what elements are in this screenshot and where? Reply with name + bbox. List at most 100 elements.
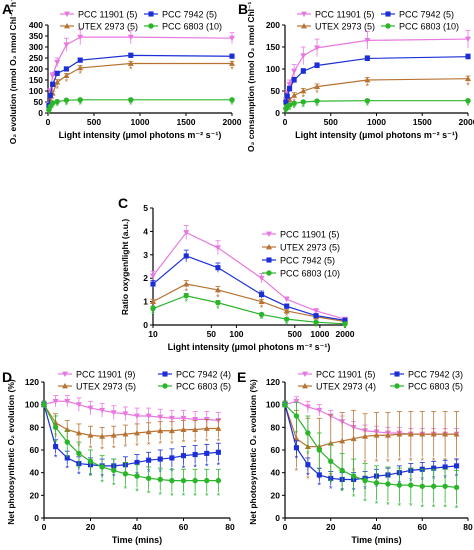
x-tick-label: 2000 (459, 117, 474, 127)
y-tick-label: 4 (143, 226, 148, 236)
data-point (342, 321, 348, 327)
y-axis-label: Ratio oxygen/light (a.u.) (120, 219, 130, 316)
data-point (50, 81, 56, 87)
legend-label: PCC 6803 (10) (280, 269, 340, 279)
data-point (145, 475, 152, 482)
data-point (442, 431, 449, 437)
data-point (99, 464, 105, 470)
y-tick-label: 100 (266, 64, 280, 74)
legend: PCC 11901 (5) UTEX 2973 (5) PCC 7942 (5) PC… (262, 230, 340, 279)
significance-asterisk: * (170, 491, 174, 501)
significance-asterisk: * (315, 88, 319, 98)
data-point (87, 432, 94, 438)
x-tick-label: 40 (132, 522, 142, 532)
data-point (293, 413, 300, 419)
data-point (183, 253, 189, 259)
data-point (385, 481, 391, 487)
data-point (204, 477, 210, 484)
significance-asterisk: * (55, 84, 59, 94)
series-line (284, 404, 457, 488)
series-pcc-7942-5 (283, 53, 471, 105)
series-pcc-11901-5 (282, 29, 471, 103)
significance-asterisk: * (366, 101, 370, 111)
data-point (54, 60, 61, 66)
legend-label: UTEX 2973 (5) (76, 382, 136, 392)
significance-asterisk: * (112, 443, 116, 453)
x-tick-label: 80 (225, 522, 235, 532)
data-point (41, 401, 47, 408)
data-point (134, 473, 140, 479)
data-point (266, 257, 272, 263)
x-tick-label: 500 (87, 117, 101, 127)
y-tick-label: 120 (25, 377, 39, 387)
y-axis-label: O₂ consumption (nmol O₂ nmol Chl⁻¹ h⁻¹) (246, 0, 256, 152)
significance-asterisk: * (124, 442, 128, 452)
data-point (283, 296, 290, 303)
series-line (285, 38, 469, 100)
significance-asterisk: * (352, 492, 356, 502)
data-point (215, 425, 222, 431)
data-point (180, 477, 187, 484)
legend-item: PCC 6803 (10) (262, 269, 340, 279)
data-point (192, 451, 198, 458)
data-point (64, 23, 70, 29)
significance-asterisk: * (47, 109, 51, 119)
y-tick-label: 20 (30, 490, 40, 500)
significance-asterisk: * (78, 69, 82, 79)
legend-item: PCC 7942 (4) (158, 370, 231, 380)
significance-asterisk: * (216, 292, 220, 302)
chart-panel-a: A 0 500 1000 1500 2000 05010015020025030035040… (2, 0, 242, 144)
significance-asterisk: * (306, 474, 310, 484)
significance-asterisk: * (182, 464, 186, 474)
data-point (87, 458, 94, 465)
x-tick-label: 0 (46, 117, 51, 127)
data-point (168, 415, 175, 422)
data-point (396, 482, 403, 488)
significance-asterisk: * (315, 101, 319, 111)
significance-asterisk: * (375, 499, 379, 509)
significance-asterisk: * (170, 439, 174, 449)
x-axis-label: Time (mins) (112, 535, 162, 545)
significance-asterisk: * (295, 466, 299, 476)
data-point (63, 66, 69, 72)
legend-label: PCC 11901 (5) (78, 10, 137, 20)
data-point (150, 273, 156, 279)
x-tick-label: 2000 (336, 329, 355, 339)
significance-asterisk: * (409, 501, 413, 511)
data-point (162, 371, 168, 377)
data-point (283, 316, 290, 322)
series-pcc-6803-10: **** * * * (150, 293, 348, 333)
data-point (362, 477, 368, 484)
significance-asterisk: * (284, 107, 288, 117)
series-line (48, 54, 233, 106)
data-point (316, 447, 323, 453)
legend-item: PCC 7942 (5) (144, 10, 217, 20)
data-point (394, 383, 400, 389)
x-tick-label: 1500 (177, 117, 196, 127)
legend-label: PCC 7942 (5) (399, 10, 454, 20)
significance-asterisk: * (217, 437, 221, 447)
data-point (465, 75, 471, 82)
legend-item: PCC 11901 (5) (297, 10, 374, 20)
y-tick-label: 60 (30, 445, 40, 455)
legend-item: PCC 6803 (10) (381, 22, 459, 32)
significance-asterisk: * (216, 304, 220, 314)
data-point (49, 73, 56, 79)
significance-asterisk: * (135, 441, 139, 451)
data-point (313, 319, 319, 325)
significance-asterisk: * (302, 93, 306, 103)
significance-asterisk: * (292, 104, 296, 114)
significance-asterisk: * (366, 82, 370, 92)
data-point (183, 293, 189, 299)
significance-asterisk: * (318, 481, 322, 491)
significance-asterisk: * (314, 322, 318, 332)
data-point (229, 60, 235, 66)
series-utex-2973-5: ******** (282, 75, 471, 117)
data-point (284, 93, 290, 99)
data-point (283, 307, 290, 314)
legend-item: PCC 7942 (5) (262, 256, 335, 266)
y-tick-label: 100 (266, 400, 280, 410)
legend-item: PCC 11901 (5) (262, 230, 339, 240)
significance-asterisk: * (455, 503, 459, 513)
y-tick-label: 0 (275, 108, 280, 118)
